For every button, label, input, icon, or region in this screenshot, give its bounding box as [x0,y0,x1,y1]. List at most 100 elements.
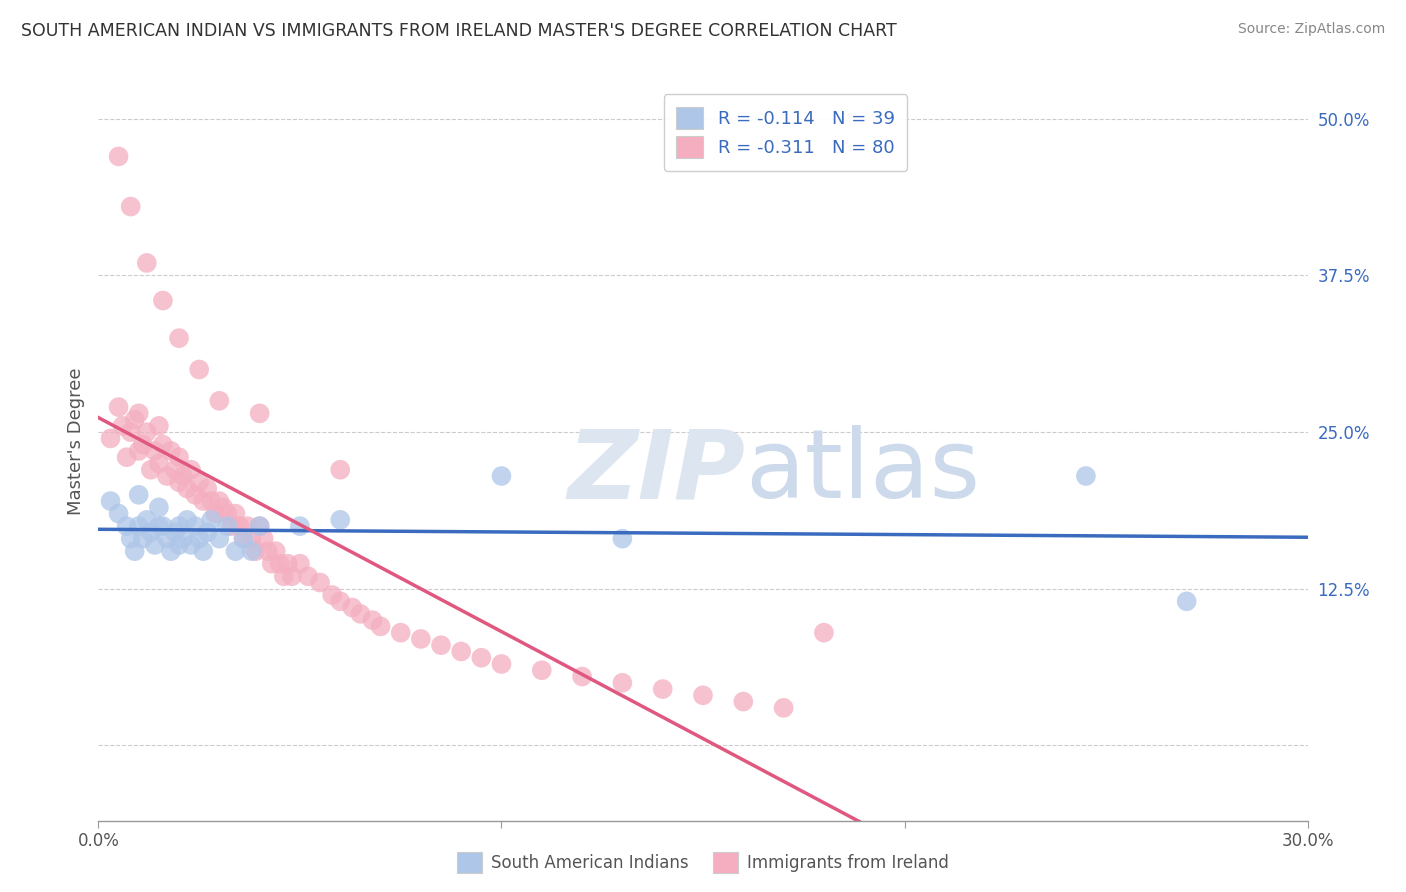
Point [176,513,198,527]
Point [571,669,593,683]
Point [172,469,194,483]
Point [813,625,835,640]
Point [132,438,155,452]
Point [329,513,352,527]
Point [253,532,276,546]
Point [115,519,138,533]
Point [184,519,207,533]
Point [297,569,319,583]
Point [240,544,263,558]
Point [193,494,215,508]
Point [120,532,142,546]
Point [124,544,146,558]
Point [160,444,183,458]
Point [160,544,183,558]
Point [329,594,352,608]
Point [692,689,714,703]
Point [120,425,142,439]
Point [195,482,218,496]
Point [128,519,150,533]
Point [100,431,122,445]
Point [176,482,198,496]
Point [135,513,157,527]
Point [148,500,170,515]
Point [228,519,250,533]
Point [156,469,179,483]
Point [152,438,174,452]
Point [200,513,222,527]
Point [450,644,472,658]
Point [236,519,259,533]
Point [309,575,332,590]
Point [163,525,186,540]
Point [208,532,231,546]
Point [249,406,271,420]
Point [361,613,384,627]
Point [180,538,202,552]
Point [139,463,162,477]
Point [135,256,157,270]
Point [107,400,129,414]
Legend: R = -0.114   N = 39, R = -0.311   N = 80: R = -0.114 N = 39, R = -0.311 N = 80 [664,95,907,170]
Point [491,657,513,671]
Point [188,532,211,546]
Point [612,675,634,690]
Point [128,444,150,458]
Point [224,544,246,558]
Point [288,557,311,571]
Point [269,557,291,571]
Point [107,507,129,521]
Point [491,469,513,483]
Point [111,418,134,433]
Point [188,362,211,376]
Point [148,519,170,533]
Point [470,650,492,665]
Point [143,444,166,458]
Point [148,457,170,471]
Point [232,532,254,546]
Point [152,293,174,308]
Point [124,412,146,426]
Text: SOUTH AMERICAN INDIAN VS IMMIGRANTS FROM IRELAND MASTER'S DEGREE CORRELATION CHA: SOUTH AMERICAN INDIAN VS IMMIGRANTS FROM… [21,22,897,40]
Point [188,475,211,490]
Point [1175,594,1198,608]
Point [240,532,263,546]
Point [772,701,794,715]
Point [115,450,138,465]
Point [221,519,243,533]
Point [342,600,364,615]
Point [204,507,226,521]
Point [200,494,222,508]
Point [128,406,150,420]
Point [152,519,174,533]
Point [167,331,190,345]
Point [217,507,239,521]
Point [349,607,371,621]
Point [321,588,343,602]
Point [264,544,287,558]
Point [212,500,235,515]
Text: Source: ZipAtlas.com: Source: ZipAtlas.com [1237,22,1385,37]
Point [107,149,129,163]
Point [224,507,246,521]
Point [172,532,194,546]
Point [128,488,150,502]
Point [208,494,231,508]
Point [249,519,271,533]
Point [167,538,190,552]
Point [612,532,634,546]
Point [135,425,157,439]
Point [530,663,553,677]
Point [139,525,162,540]
Point [195,525,218,540]
Point [156,532,179,546]
Point [329,463,352,477]
Point [245,544,267,558]
Point [132,532,155,546]
Point [208,393,231,408]
Legend: South American Indians, Immigrants from Ireland: South American Indians, Immigrants from … [451,846,955,880]
Point [167,475,190,490]
Point [167,519,190,533]
Y-axis label: Master's Degree: Master's Degree [66,368,84,516]
Point [281,569,304,583]
